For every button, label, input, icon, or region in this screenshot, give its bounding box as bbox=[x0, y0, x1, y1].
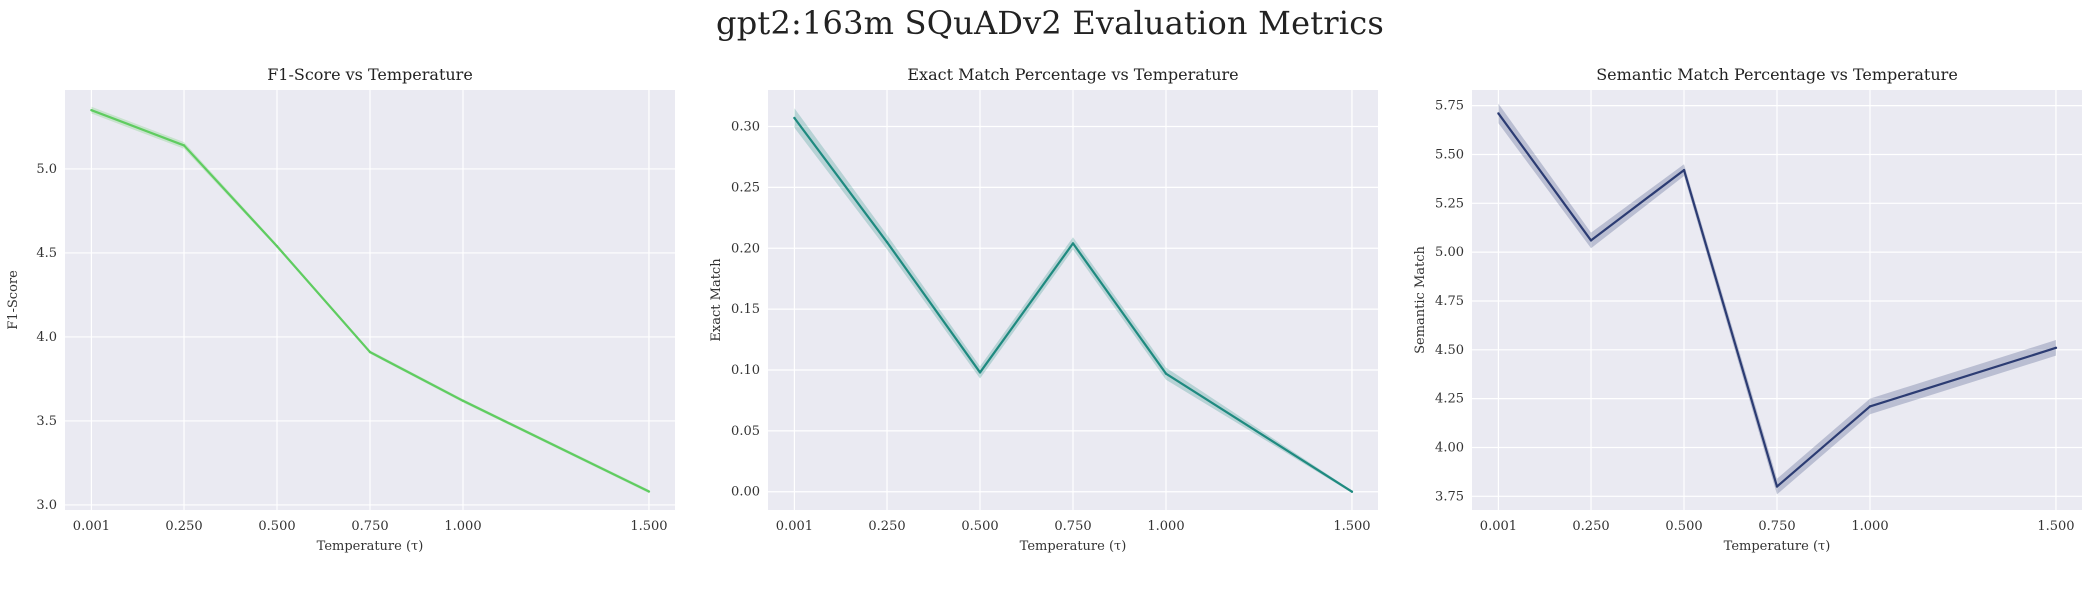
data-point bbox=[368, 350, 372, 354]
confidence-band bbox=[1498, 103, 2056, 495]
x-tick-label: 1.000 bbox=[444, 519, 481, 534]
subplot-title: F1-Score vs Temperature bbox=[267, 65, 473, 84]
subplot-3: 0.001 0.250 0.500 0.750 1.000 1.500 3.75 4.00 4.… bbox=[1413, 65, 2082, 554]
y-tick-label: 4.0 bbox=[36, 330, 57, 345]
y-tick-label: 3.0 bbox=[36, 498, 57, 513]
subplot-2: 0.001 0.250 0.500 0.750 1.000 1.500 0.00 0.05 0.… bbox=[709, 65, 1378, 554]
series-line bbox=[91, 109, 650, 493]
y-tick-label: 4.75 bbox=[1435, 294, 1464, 309]
y-tick-label: 4.5 bbox=[36, 246, 57, 261]
data-point bbox=[978, 371, 982, 374]
y-tick-label: 5.75 bbox=[1435, 99, 1464, 114]
y-tick-label: 0.00 bbox=[731, 485, 760, 500]
y-tick-label: 0.20 bbox=[731, 241, 760, 256]
data-point bbox=[275, 245, 279, 248]
x-tick-label: 1.500 bbox=[630, 519, 667, 534]
confidence-band bbox=[794, 108, 1352, 493]
x-tick-label: 0.001 bbox=[776, 519, 813, 534]
data-point bbox=[793, 116, 796, 120]
y-axis-label: Semantic Match bbox=[1413, 245, 1428, 353]
y-tick-label: 0.10 bbox=[731, 363, 760, 378]
y-tick-label: 0.30 bbox=[731, 120, 760, 135]
y-tick-label: 0.25 bbox=[731, 180, 760, 195]
x-tick-label: 1.000 bbox=[1851, 519, 1888, 534]
data-point bbox=[1164, 372, 1168, 375]
subplot-title: Semantic Match Percentage vs Temperature bbox=[1596, 65, 1958, 84]
y-tick-label: 4.50 bbox=[1435, 343, 1464, 358]
subplot-1: 0.001 0.250 0.500 0.750 1.000 1.500 3.0 3.5 4.0 4… bbox=[6, 65, 675, 554]
x-axis-label: Temperature (τ) bbox=[1020, 539, 1127, 554]
data-point bbox=[1868, 405, 1872, 408]
data-point bbox=[1350, 490, 1354, 493]
data-point bbox=[1071, 242, 1075, 245]
y-tick-label: 3.75 bbox=[1435, 489, 1464, 504]
x-tick-label: 0.750 bbox=[351, 519, 388, 534]
figure-title: gpt2:163m SQuADv2 Evaluation Metrics bbox=[716, 4, 1384, 42]
x-tick-label: 0.001 bbox=[1480, 519, 1517, 534]
data-point bbox=[90, 108, 93, 112]
x-tick-label: 0.250 bbox=[1572, 519, 1609, 534]
y-tick-label: 5.25 bbox=[1435, 196, 1464, 211]
x-tick-label: 1.500 bbox=[1333, 519, 1370, 534]
x-tick-label: 0.500 bbox=[961, 519, 998, 534]
x-tick-label: 1.000 bbox=[1147, 519, 1184, 534]
y-tick-label: 5.50 bbox=[1435, 147, 1464, 162]
data-point bbox=[182, 144, 186, 147]
y-tick-label: 4.00 bbox=[1435, 440, 1464, 455]
y-tick-label: 5.0 bbox=[36, 162, 57, 177]
x-tick-label: 0.001 bbox=[73, 519, 110, 534]
y-tick-label: 5.00 bbox=[1435, 245, 1464, 260]
x-tick-label: 0.750 bbox=[1758, 519, 1795, 534]
x-tick-label: 0.750 bbox=[1054, 519, 1091, 534]
subplot-title: Exact Match Percentage vs Temperature bbox=[907, 65, 1238, 84]
data-point bbox=[1682, 168, 1686, 172]
y-tick-label: 0.15 bbox=[731, 302, 760, 317]
data-point bbox=[647, 490, 651, 493]
data-point bbox=[1589, 239, 1593, 242]
y-tick-label: 0.05 bbox=[731, 424, 760, 439]
x-tick-label: 0.500 bbox=[258, 519, 295, 534]
y-axis-label: Exact Match bbox=[709, 258, 724, 342]
data-point bbox=[885, 240, 889, 244]
series-line bbox=[793, 117, 1353, 493]
x-axis-label: Temperature (τ) bbox=[317, 539, 424, 554]
data-point bbox=[1497, 112, 1500, 115]
y-tick-label: 3.5 bbox=[36, 414, 57, 429]
y-tick-label: 4.25 bbox=[1435, 392, 1464, 407]
x-tick-label: 1.500 bbox=[2037, 519, 2074, 534]
data-point bbox=[461, 399, 465, 402]
x-tick-label: 0.250 bbox=[868, 519, 905, 534]
data-point bbox=[2054, 346, 2058, 350]
x-tick-label: 0.500 bbox=[1665, 519, 1702, 534]
y-axis-label: F1-Score bbox=[6, 270, 21, 330]
data-point bbox=[1775, 485, 1779, 488]
x-tick-label: 0.250 bbox=[165, 519, 202, 534]
x-axis-label: Temperature (τ) bbox=[1724, 539, 1831, 554]
series-line bbox=[1497, 112, 2057, 488]
